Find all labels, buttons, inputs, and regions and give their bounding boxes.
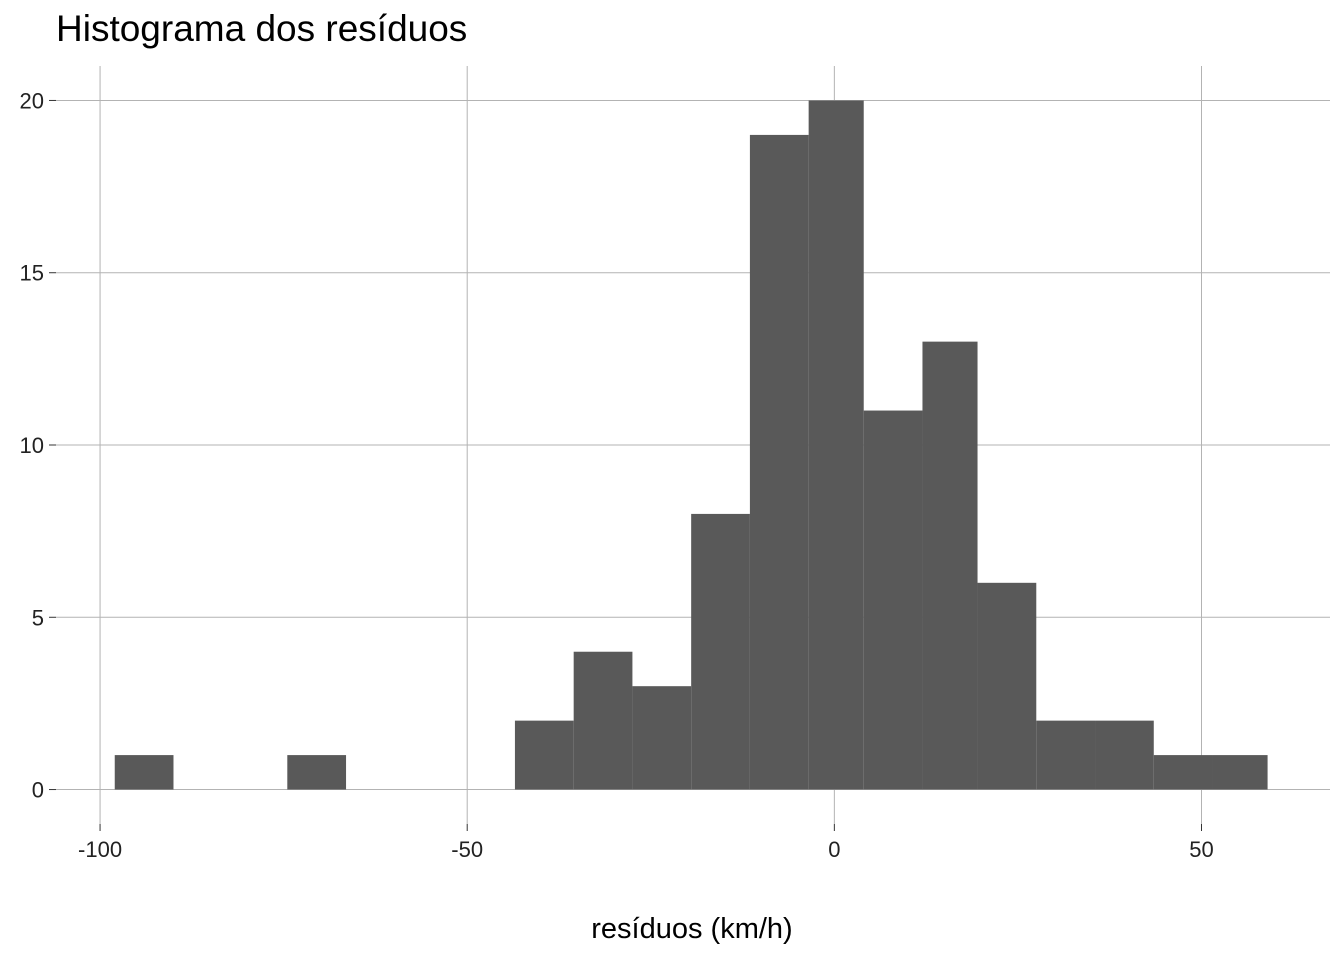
histogram-bar — [1212, 755, 1268, 790]
histogram-bars — [114, 100, 1268, 790]
x-axis: -100 -50 0 50 — [78, 824, 1214, 862]
histogram-bar — [1095, 720, 1154, 790]
histogram-bar — [977, 582, 1037, 790]
histogram-bar — [514, 720, 574, 790]
x-tick-label: -100 — [78, 837, 122, 862]
x-axis-title: resíduos (km/h) — [591, 913, 792, 945]
chart-title: Histograma dos resíduos — [56, 8, 468, 49]
histogram-bar — [863, 410, 923, 790]
histogram-bar — [808, 100, 864, 790]
y-axis: 0 5 10 15 20 — [20, 88, 56, 803]
y-tick-label: 20 — [20, 88, 44, 113]
histogram-bar — [1153, 755, 1213, 790]
histogram-bar — [691, 513, 750, 790]
y-tick-label: 15 — [20, 261, 44, 286]
histogram-bar — [922, 341, 978, 790]
histogram-bar — [1036, 720, 1096, 790]
y-tick-label: 0 — [32, 778, 44, 803]
y-tick-label: 10 — [20, 433, 44, 458]
histogram-bar — [632, 686, 692, 790]
y-tick-label: 5 — [32, 605, 44, 630]
histogram-bar — [287, 755, 347, 790]
x-tick-label: 50 — [1189, 837, 1213, 862]
histogram-bar — [573, 651, 633, 790]
histogram-bar — [114, 755, 174, 790]
x-tick-label: -50 — [451, 837, 483, 862]
x-tick-label: 0 — [828, 837, 840, 862]
histogram-bar — [749, 134, 809, 790]
